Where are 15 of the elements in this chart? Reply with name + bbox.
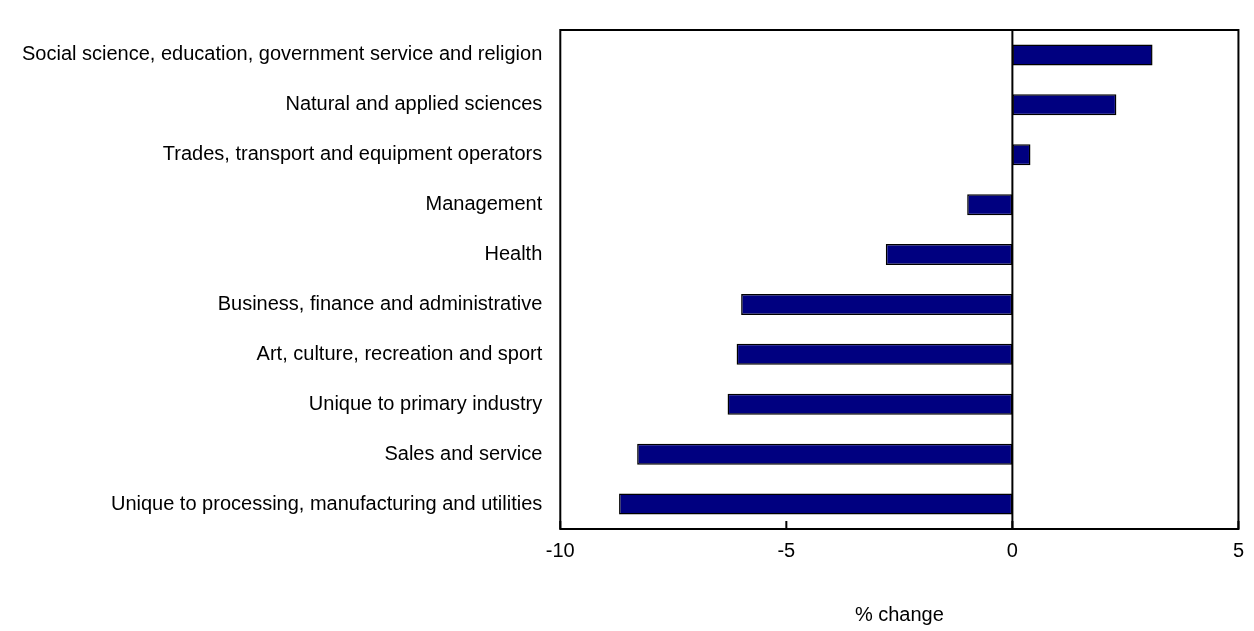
x-axis-title: % change	[854, 602, 944, 625]
y-tick-label: Unique to processing, manufacturing and utilities	[110, 491, 543, 514]
y-tick-label: Natural and applied sciences	[285, 92, 543, 115]
y-tick-label: Trades, transport and equipment operators	[162, 142, 543, 165]
x-tick-label: 5	[1232, 538, 1244, 561]
x-tick-label: 0	[1006, 538, 1018, 561]
y-tick-label: Art, culture, recreation and sport	[256, 341, 543, 364]
y-tick-label: Social science, education, government service and religion	[22, 42, 543, 65]
y-tick-label: Sales and service	[384, 441, 543, 464]
y-tick-label: Unique to primary industry	[308, 391, 543, 414]
y-tick-label: Health	[484, 242, 543, 265]
y-tick-label: Management	[425, 192, 543, 215]
y-tick-label: Business, finance and administrative	[217, 291, 543, 314]
x-tick-label: -10	[545, 538, 575, 561]
x-tick-label: -5	[777, 538, 796, 561]
